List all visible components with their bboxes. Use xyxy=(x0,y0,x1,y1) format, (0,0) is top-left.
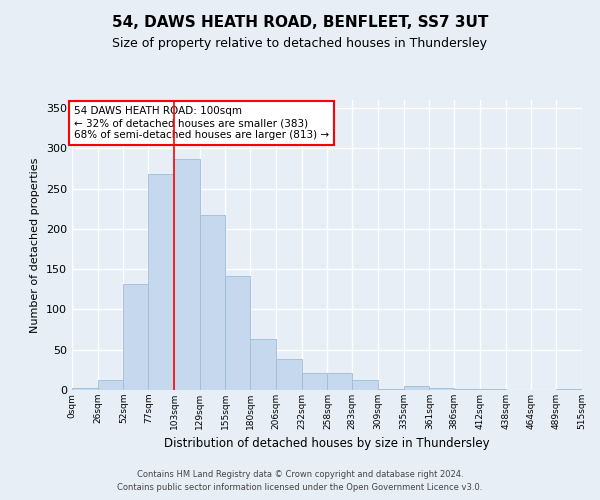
Y-axis label: Number of detached properties: Number of detached properties xyxy=(31,158,40,332)
Bar xyxy=(328,373,352,390)
Bar xyxy=(200,215,226,390)
Bar xyxy=(302,373,328,390)
Text: Contains HM Land Registry data © Crown copyright and database right 2024.
Contai: Contains HM Land Registry data © Crown c… xyxy=(118,470,482,492)
Bar xyxy=(352,380,378,390)
Text: 54, DAWS HEATH ROAD, BENFLEET, SS7 3UT: 54, DAWS HEATH ROAD, BENFLEET, SS7 3UT xyxy=(112,15,488,30)
Bar xyxy=(148,174,174,390)
Bar xyxy=(124,284,148,390)
Bar xyxy=(276,358,302,390)
Bar xyxy=(454,389,480,390)
Bar xyxy=(378,389,404,390)
Bar xyxy=(480,389,506,390)
Text: Size of property relative to detached houses in Thundersley: Size of property relative to detached ho… xyxy=(113,38,487,51)
X-axis label: Distribution of detached houses by size in Thundersley: Distribution of detached houses by size … xyxy=(164,438,490,450)
Bar xyxy=(404,386,430,390)
Bar xyxy=(430,388,454,390)
Text: 54 DAWS HEATH ROAD: 100sqm
← 32% of detached houses are smaller (383)
68% of sem: 54 DAWS HEATH ROAD: 100sqm ← 32% of deta… xyxy=(74,106,329,140)
Bar xyxy=(72,388,98,390)
Bar xyxy=(98,380,124,390)
Bar xyxy=(174,159,200,390)
Bar xyxy=(250,339,276,390)
Bar xyxy=(226,276,250,390)
Bar xyxy=(556,389,582,390)
